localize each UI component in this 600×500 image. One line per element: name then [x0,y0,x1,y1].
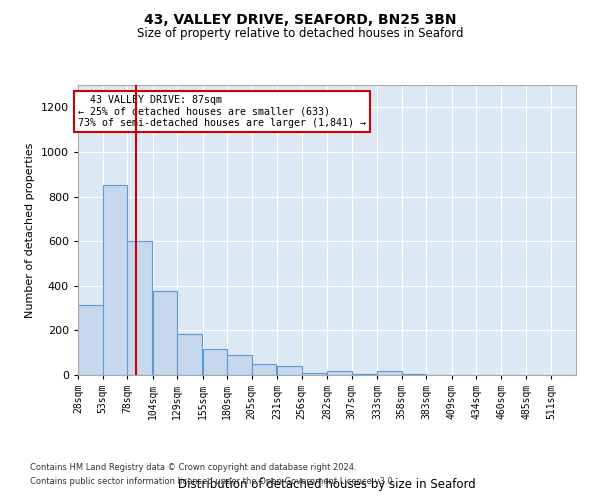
Text: Contains HM Land Registry data © Crown copyright and database right 2024.: Contains HM Land Registry data © Crown c… [30,464,356,472]
Bar [227,355,251,375]
Bar [352,374,376,375]
Bar [78,304,103,375]
Y-axis label: Number of detached properties: Number of detached properties [25,142,35,318]
Bar [302,373,326,375]
Bar [203,350,227,375]
Text: 43 VALLEY DRIVE: 87sqm
← 25% of detached houses are smaller (633)
73% of semi-de: 43 VALLEY DRIVE: 87sqm ← 25% of detached… [79,95,367,128]
Text: 43, VALLEY DRIVE, SEAFORD, BN25 3BN: 43, VALLEY DRIVE, SEAFORD, BN25 3BN [144,12,456,26]
Bar [127,241,152,375]
Bar [103,186,127,375]
X-axis label: Distribution of detached houses by size in Seaford: Distribution of detached houses by size … [178,478,476,490]
Bar [277,366,302,375]
Bar [152,292,177,375]
Text: Contains public sector information licensed under the Open Government Licence v3: Contains public sector information licen… [30,477,395,486]
Bar [251,364,276,375]
Text: Size of property relative to detached houses in Seaford: Size of property relative to detached ho… [137,28,463,40]
Bar [327,371,352,375]
Bar [377,371,401,375]
Bar [177,334,202,375]
Bar [401,374,426,375]
